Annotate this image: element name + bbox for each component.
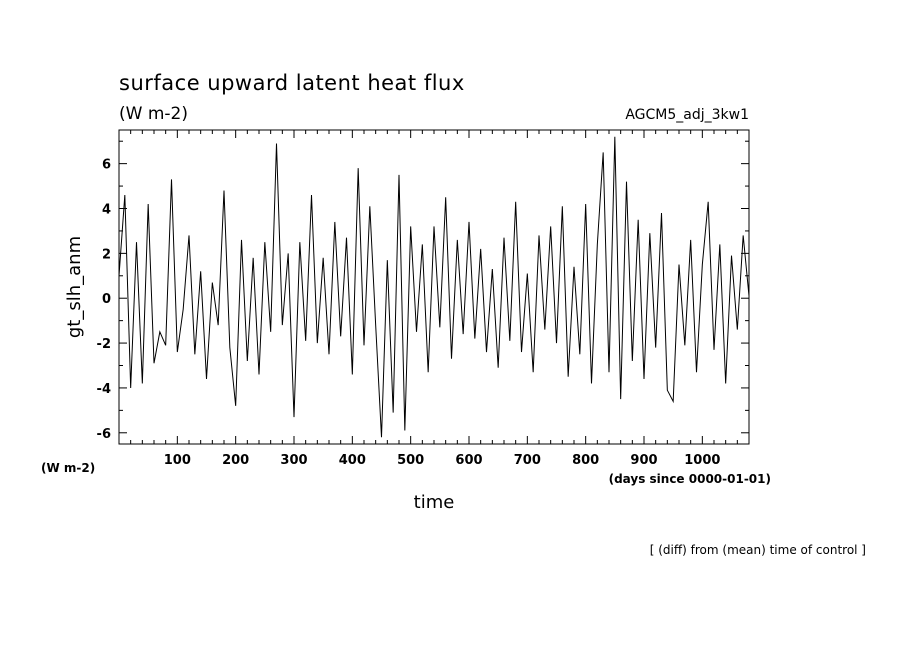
y-ticks: -6 -4 -2 0 2 4 6 [97, 158, 749, 442]
y-tick-label: -4 [97, 382, 111, 397]
plot-area: 100 200 300 400 500 600 700 800 900 1000 -6 -4 -2 0 2… [97, 129, 750, 468]
y-tick-label: 2 [102, 247, 111, 262]
chart-subtitle: (W m-2) [119, 104, 188, 124]
x-tick-label: 600 [455, 453, 482, 468]
y-tick-label: 0 [102, 292, 111, 307]
y-tick-label: -2 [97, 337, 111, 352]
x-axis-label: time [414, 492, 455, 513]
chart-title: surface upward latent heat flux [119, 71, 465, 95]
x-unit-label: (days since 0000-01-01) [609, 472, 771, 486]
x-tick-label: 100 [164, 453, 191, 468]
x-tick-label: 700 [514, 453, 541, 468]
series-line [118, 136, 750, 438]
x-tick-label: 300 [280, 453, 307, 468]
x-tick-label: 800 [572, 453, 599, 468]
x-tick-label: 400 [339, 453, 366, 468]
y-unit-label: (W m-2) [41, 461, 95, 475]
y-axis-label: gt_slh_anm [64, 236, 85, 338]
minor-ticks [119, 130, 749, 444]
x-tick-label: 200 [222, 453, 249, 468]
x-tick-label: 500 [397, 453, 424, 468]
y-tick-label: 6 [102, 158, 111, 173]
x-tick-label: 1000 [684, 453, 720, 468]
dataset-label: AGCM5_adj_3kw1 [625, 107, 749, 123]
x-tick-label: 900 [630, 453, 657, 468]
x-ticks: 100 200 300 400 500 600 700 800 900 1000 [164, 130, 720, 468]
y-tick-label: -6 [97, 427, 111, 442]
y-tick-label: 4 [102, 203, 111, 218]
plot-frame [118, 129, 750, 445]
footnote: [ (diff) from (mean) time of control ] [650, 543, 866, 557]
